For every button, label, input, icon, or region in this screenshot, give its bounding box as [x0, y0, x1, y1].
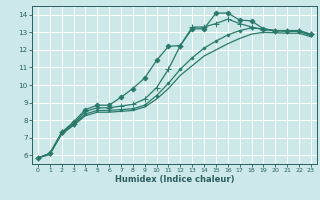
X-axis label: Humidex (Indice chaleur): Humidex (Indice chaleur) — [115, 175, 234, 184]
